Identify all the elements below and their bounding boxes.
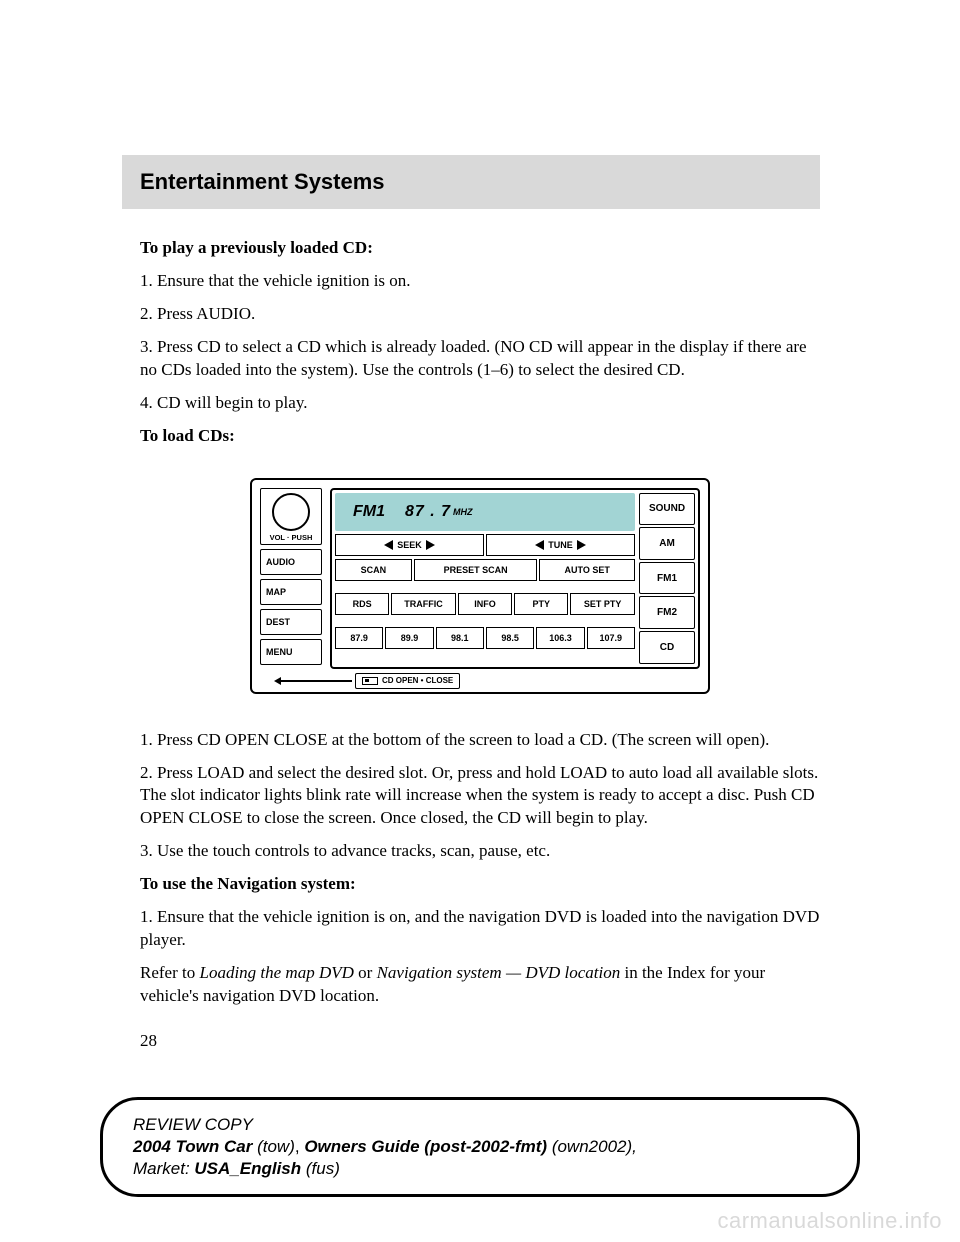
seek-left-icon [384,540,393,550]
map-button[interactable]: MAP [260,579,322,605]
lcd-freq: 87 . 7 [405,503,451,521]
menu-button[interactable]: MENU [260,639,322,665]
step: 4. CD will begin to play. [140,392,820,415]
rds-button[interactable]: RDS [335,593,389,615]
audio-button[interactable]: AUDIO [260,549,322,575]
eject-icon [362,677,378,685]
lcd-band: FM1 [353,503,385,521]
page-number: 28 [140,1030,820,1053]
lcd-unit: MHZ [453,507,473,517]
fm1-button[interactable]: FM1 [639,562,695,595]
seek-right-icon [426,540,435,550]
radio-right-column: SOUND AM FM1 FM2 CD [639,493,695,664]
eject-label: CD OPEN • CLOSE [382,676,453,685]
volume-knob[interactable]: VOL · PUSH [260,488,322,545]
tune-right-icon [577,540,586,550]
step: 1. Ensure that the vehicle ignition is o… [140,906,820,952]
footer-box: REVIEW COPY 2004 Town Car (tow), Owners … [100,1097,860,1197]
traffic-button[interactable]: TRAFFIC [391,593,456,615]
radio-screen: FM1 87 . 7 MHZ SEEK [330,488,700,669]
knob-label: VOL · PUSH [270,533,313,542]
seek-label: SEEK [397,540,422,550]
preset-6[interactable]: 107.9 [587,627,635,649]
step: 3. Use the touch controls to advance tra… [140,840,820,863]
step: 2. Press AUDIO. [140,303,820,326]
body-text: To play a previously loaded CD: 1. Ensur… [140,237,820,448]
footer-line-3: Market: USA_English (fus) [133,1158,827,1180]
radio-figure: VOL · PUSH AUDIO MAP DEST MENU FM1 87 . … [250,478,710,694]
footer-line-1: REVIEW COPY [133,1114,827,1136]
tune-button[interactable]: TUNE [486,534,635,556]
section-header: Entertainment Systems [122,155,820,209]
tune-left-icon [535,540,544,550]
preset-1[interactable]: 87.9 [335,627,383,649]
step: 1. Press CD OPEN CLOSE at the bottom of … [140,729,820,752]
heading-nav: To use the Navigation system: [140,873,820,896]
set-pty-button[interactable]: SET PTY [570,593,635,615]
step: 3. Press CD to select a CD which is alre… [140,336,820,382]
preset-4[interactable]: 98.5 [486,627,534,649]
cd-button[interactable]: CD [639,631,695,664]
knob-icon [272,493,310,531]
scan-button[interactable]: SCAN [335,559,412,581]
cd-open-close-button[interactable]: CD OPEN • CLOSE [355,673,460,689]
fm2-button[interactable]: FM2 [639,596,695,629]
pty-button[interactable]: PTY [514,593,568,615]
pointer-line [332,680,352,682]
info-button[interactable]: INFO [458,593,512,615]
preset-scan-button[interactable]: PRESET SCAN [414,559,538,581]
heading-load-cd: To load CDs: [140,425,820,448]
section-title: Entertainment Systems [140,169,385,194]
sound-button[interactable]: SOUND [639,493,695,526]
preset-2[interactable]: 89.9 [385,627,433,649]
preset-3[interactable]: 98.1 [436,627,484,649]
nav-ref: Refer to Loading the map DVD or Navigati… [140,962,820,1008]
seek-button[interactable]: SEEK [335,534,484,556]
step: 2. Press LOAD and select the desired slo… [140,762,820,831]
auto-set-button[interactable]: AUTO SET [539,559,635,581]
body-text-2: 1. Press CD OPEN CLOSE at the bottom of … [140,729,820,1053]
dest-button[interactable]: DEST [260,609,322,635]
heading-play-cd: To play a previously loaded CD: [140,237,820,260]
watermark: carmanualsonline.info [717,1208,942,1234]
step: 1. Ensure that the vehicle ignition is o… [140,270,820,293]
radio-left-column: VOL · PUSH AUDIO MAP DEST MENU [260,488,322,669]
am-button[interactable]: AM [639,527,695,560]
tune-label: TUNE [548,540,573,550]
preset-5[interactable]: 106.3 [536,627,584,649]
footer-line-2: 2004 Town Car (tow), Owners Guide (post-… [133,1136,827,1158]
lcd-display: FM1 87 . 7 MHZ [335,493,635,531]
